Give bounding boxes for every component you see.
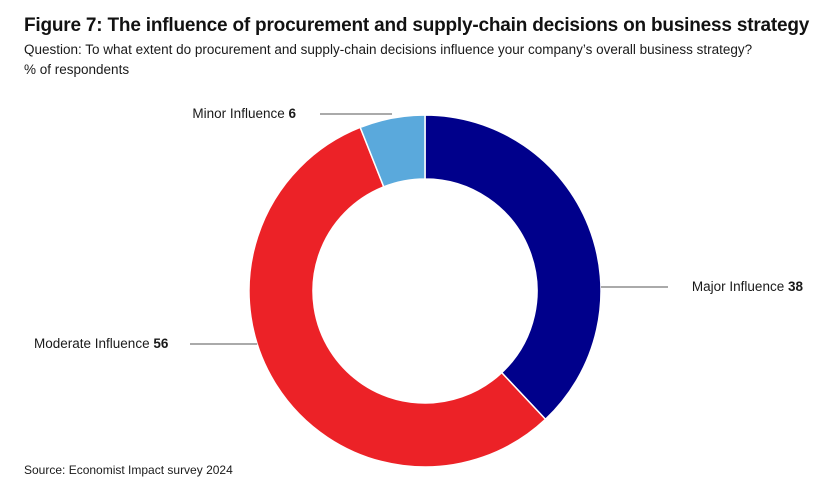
slice-label-name: Major Influence — [692, 279, 788, 294]
slice-label-major-influence: Major Influence 38 — [692, 279, 804, 294]
leader-lines — [190, 113, 668, 345]
slice-minor-influence — [359, 114, 426, 188]
slice-label-minor-influence: Minor Influence 6 — [192, 106, 296, 121]
chart-header: Figure 7: The influence of procurement a… — [24, 14, 814, 80]
slice-label-value: 6 — [288, 106, 296, 121]
slice-moderate-influence — [248, 126, 547, 468]
source-note: Source: Economist Impact survey 2024 — [24, 463, 233, 477]
slice-label-value: 38 — [788, 279, 804, 294]
slice-major-influence — [424, 114, 602, 421]
chart-unit: % of respondents — [24, 62, 130, 77]
chart-title: Figure 7: The influence of procurement a… — [24, 15, 810, 36]
chart-subtitle: Question: To what extent do procurement … — [24, 42, 753, 57]
slice-label-value: 56 — [153, 336, 169, 351]
slice-label-name: Minor Influence — [192, 106, 288, 121]
donut-slices — [248, 114, 602, 468]
slice-label-moderate-influence: Moderate Influence 56 — [34, 336, 169, 351]
slice-label-name: Moderate Influence — [34, 336, 153, 351]
